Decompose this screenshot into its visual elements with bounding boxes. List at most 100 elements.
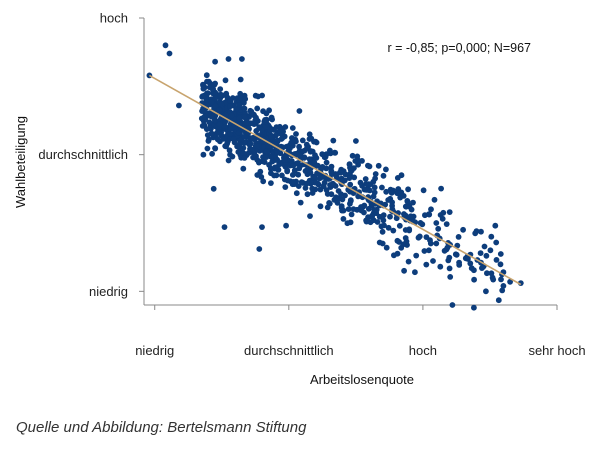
data-point: [242, 109, 248, 116]
data-point: [319, 151, 326, 158]
data-point: [296, 165, 303, 172]
data-point: [218, 101, 225, 108]
data-point: [297, 199, 304, 206]
data-point: [265, 143, 272, 149]
data-point: [268, 134, 275, 140]
data-point: [339, 207, 345, 214]
x-tick-label: hoch: [409, 343, 437, 358]
data-point: [284, 177, 291, 184]
data-point: [430, 258, 436, 264]
data-point: [210, 185, 217, 192]
data-point: [203, 126, 210, 132]
data-point: [385, 224, 392, 231]
data-point: [274, 149, 281, 156]
data-point: [293, 190, 300, 197]
data-point: [340, 216, 347, 222]
data-point: [294, 160, 301, 167]
data-point: [309, 190, 316, 196]
data-point: [314, 170, 320, 177]
data-point: [334, 199, 341, 206]
data-point: [217, 91, 224, 98]
data-point: [278, 136, 285, 142]
data-point: [291, 167, 298, 174]
data-point: [472, 230, 479, 237]
data-point: [363, 181, 369, 187]
data-point: [243, 119, 250, 126]
data-point: [433, 220, 440, 226]
data-point: [497, 261, 504, 268]
data-point: [166, 50, 173, 57]
data-point: [338, 203, 345, 210]
data-point: [247, 140, 254, 147]
data-point: [487, 247, 494, 254]
data-point: [247, 146, 253, 152]
data-point: [317, 186, 324, 193]
data-point: [327, 147, 333, 154]
data-point: [443, 221, 450, 228]
data-point: [351, 174, 358, 181]
data-point: [435, 225, 442, 232]
data-point: [240, 150, 247, 157]
data-point: [335, 188, 342, 194]
data-point: [357, 179, 364, 186]
data-point: [221, 224, 228, 231]
data-point: [433, 240, 440, 247]
data-point: [215, 128, 222, 135]
data-point: [446, 209, 453, 216]
data-point: [380, 172, 387, 179]
data-point: [282, 157, 288, 164]
data-point: [225, 157, 232, 164]
data-point: [253, 142, 260, 149]
data-point: [240, 165, 247, 172]
data-point: [228, 112, 235, 119]
data-point: [419, 221, 426, 228]
data-point: [407, 213, 414, 220]
data-point: [383, 244, 390, 251]
axes: [143, 18, 557, 306]
data-point: [250, 134, 257, 141]
data-point: [216, 107, 223, 113]
data-point: [268, 153, 274, 160]
data-point: [237, 144, 243, 151]
data-point: [370, 178, 377, 185]
data-point: [254, 172, 261, 178]
data-point: [400, 241, 406, 248]
data-point: [304, 191, 311, 198]
data-point: [200, 151, 207, 158]
data-point: [363, 218, 370, 225]
data-point: [206, 119, 213, 126]
data-point: [176, 102, 182, 109]
data-point: [478, 228, 484, 235]
data-point: [342, 171, 349, 178]
data-point: [480, 264, 486, 270]
data-point: [274, 157, 281, 163]
data-point: [358, 207, 365, 214]
data-point: [488, 233, 495, 240]
data-point: [423, 261, 430, 268]
data-point: [212, 58, 219, 65]
data-point: [347, 200, 353, 207]
data-point: [282, 184, 289, 191]
data-point: [380, 212, 387, 219]
correlation-annotation: r = -0,85; p=0,000; N=967: [387, 41, 531, 55]
data-point: [341, 177, 348, 184]
data-point: [361, 186, 368, 193]
data-point: [227, 103, 233, 110]
data-point: [220, 136, 227, 142]
data-point: [355, 193, 362, 200]
data-point: [449, 302, 456, 308]
data-point: [269, 116, 275, 123]
data-point: [460, 226, 466, 233]
data-point: [471, 276, 477, 283]
data-point: [255, 93, 261, 100]
data-point: [349, 152, 356, 159]
data-point: [492, 222, 499, 229]
data-point: [222, 77, 229, 84]
data-point: [247, 107, 254, 114]
y-tick-label: niedrig: [89, 284, 128, 299]
data-point: [446, 265, 453, 272]
data-point: [380, 217, 387, 224]
data-point: [333, 173, 340, 179]
data-point: [241, 155, 248, 161]
data-point: [372, 171, 379, 177]
